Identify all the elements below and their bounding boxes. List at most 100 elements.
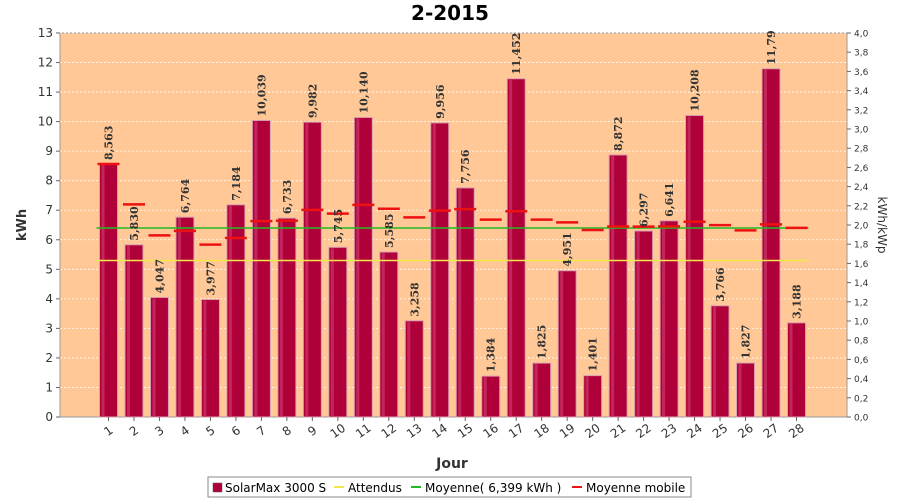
legend-label-attendus: Attendus <box>348 481 402 495</box>
y2-tick-label: 2,0 <box>854 222 869 232</box>
bar-value-label: 7,756 <box>459 149 472 184</box>
moving-average-series <box>97 162 808 246</box>
y2-tick-label: 0,4 <box>854 375 869 385</box>
y-tick-label: 3 <box>45 321 53 335</box>
y2-axis-label: kWh/kWp <box>875 197 889 254</box>
x-tick-label: 2 <box>127 423 141 439</box>
x-tick-label: 13 <box>404 421 425 441</box>
y2-tick-label: 3,8 <box>854 49 869 59</box>
x-tick-label: 28 <box>786 421 807 441</box>
bar-value-label: 4,047 <box>153 259 166 293</box>
bar-highlight <box>432 123 436 418</box>
bar-highlight <box>764 69 768 417</box>
x-tick-label: 27 <box>761 421 782 441</box>
x-tick-label: 20 <box>582 421 603 441</box>
bar-value-label: 3,258 <box>408 282 421 317</box>
bar-highlight <box>381 253 385 417</box>
x-tick-label: 17 <box>506 421 527 441</box>
x-tick-label: 18 <box>531 421 552 441</box>
y-axis-right: 0,0 0,2 0,4 0,6 0,8 1,0 1,2 1,4 1,6 1,8 2,0 2,2 2,4 2… <box>847 30 869 424</box>
y-tick-label: 0 <box>45 410 53 424</box>
x-tick-label: 9 <box>305 423 319 439</box>
bar-highlight <box>534 364 538 417</box>
x-tick-label: 26 <box>735 421 756 441</box>
x-tick-label: 23 <box>659 421 680 441</box>
y2-tick-label: 2,4 <box>854 183 869 193</box>
y2-tick-label: 3,4 <box>854 87 869 97</box>
bar-highlight <box>356 118 360 417</box>
y-tick-label: 12 <box>38 56 53 70</box>
y-tick-label: 8 <box>45 174 53 188</box>
y2-tick-label: 1,6 <box>854 260 869 270</box>
bar-highlight <box>407 321 411 417</box>
y2-tick-label: 0,6 <box>854 356 869 366</box>
bar-value-label: 5,830 <box>128 206 141 241</box>
y-tick-label: 2 <box>45 351 53 365</box>
y2-tick-label: 1,8 <box>854 241 869 251</box>
y2-tick-label: 3,6 <box>854 68 869 78</box>
x-tick-label: 7 <box>254 423 268 439</box>
bar-highlight <box>636 231 640 417</box>
bar-value-label: 11,452 <box>510 33 523 75</box>
y-tick-label: 6 <box>45 233 53 247</box>
x-tick-label: 16 <box>480 421 501 441</box>
y2-tick-label: 2,6 <box>854 164 869 174</box>
x-tick-label: 5 <box>203 423 217 439</box>
bar-highlight <box>228 205 232 417</box>
y2-tick-label: 1,2 <box>854 298 868 308</box>
y2-tick-label: 0,2 <box>854 394 868 404</box>
y2-tick-label: 0,0 <box>854 414 869 424</box>
x-tick-label: 11 <box>353 421 374 441</box>
bar-highlight <box>330 248 334 417</box>
bar-value-label: 8,563 <box>103 126 116 160</box>
bar-value-label: 3,766 <box>714 267 727 302</box>
y-tick-label: 13 <box>38 26 53 40</box>
bar-value-label: 11,79 <box>765 30 778 64</box>
x-axis-label: Jour <box>435 456 468 472</box>
bar-highlight <box>305 123 309 417</box>
bar-highlight <box>662 221 666 417</box>
bar-highlight <box>483 377 487 417</box>
bar-value-label: 5,745 <box>332 209 345 243</box>
reference-lines <box>96 227 809 262</box>
bar-highlight <box>126 245 130 417</box>
bar-highlight <box>560 271 564 417</box>
y2-tick-label: 3,2 <box>854 106 868 116</box>
y-tick-label: 5 <box>45 262 53 276</box>
chart-title: 2-2015 <box>411 1 489 25</box>
y2-tick-label: 2,2 <box>854 202 868 212</box>
y2-tick-label: 2,8 <box>854 145 869 155</box>
x-tick-label: 21 <box>608 421 629 441</box>
x-tick-label: 15 <box>455 421 476 441</box>
bar-highlight <box>687 116 691 418</box>
x-tick-label: 1 <box>101 423 115 439</box>
bar-value-label: 3,977 <box>204 261 217 295</box>
legend-swatch-solarmax <box>212 482 223 493</box>
bar-highlight <box>713 306 717 417</box>
value-labels: 8,563 5,830 4,047 6,764 3,977 7,184 10,039 6,73… <box>103 30 804 372</box>
bar-value-label: 6,297 <box>638 193 651 227</box>
y-axis-label: kWh <box>15 209 30 241</box>
bar-highlight <box>789 323 793 417</box>
bar-value-label: 1,384 <box>485 337 498 372</box>
bar-value-label: 9,956 <box>434 84 447 119</box>
bar-value-label: 1,827 <box>740 325 753 359</box>
bar-value-label: 6,764 <box>179 178 192 213</box>
y2-tick-label: 1,0 <box>854 318 869 328</box>
x-axis: 1 2 3 4 5 6 7 8 9 10 11 12 13 14 15 16 17 18 19 20 21 22 23 24 2… <box>101 417 807 441</box>
bar-highlight <box>279 219 283 417</box>
bar-value-label: 5,585 <box>383 214 396 248</box>
x-tick-label: 10 <box>328 421 349 441</box>
bar-value-label: 8,872 <box>612 116 625 150</box>
x-tick-label: 22 <box>633 421 654 441</box>
bar-highlight <box>585 376 589 417</box>
x-tick-label: 6 <box>229 423 243 439</box>
x-tick-label: 14 <box>429 421 450 441</box>
legend-frame <box>207 476 692 498</box>
bar-value-label: 6,733 <box>281 180 294 214</box>
x-tick-label: 12 <box>379 421 400 441</box>
bar-highlight <box>101 165 105 417</box>
legend-label-moyenne: Moyenne( 6,399 kWh ) <box>425 481 561 495</box>
